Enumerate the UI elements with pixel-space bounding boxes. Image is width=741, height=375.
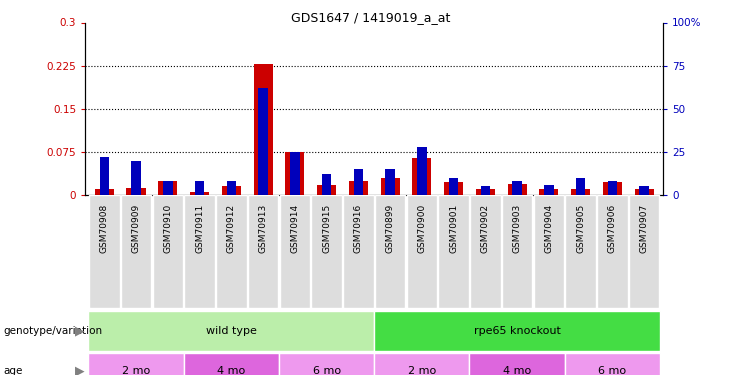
FancyBboxPatch shape <box>565 352 660 375</box>
Text: GSM70909: GSM70909 <box>131 204 141 253</box>
FancyBboxPatch shape <box>597 195 628 308</box>
Text: 4 mo: 4 mo <box>217 366 245 375</box>
Bar <box>253 64 273 195</box>
Bar <box>508 183 527 195</box>
Bar <box>290 152 299 195</box>
Text: GSM70914: GSM70914 <box>290 204 299 253</box>
Text: GSM70911: GSM70911 <box>195 204 204 253</box>
FancyBboxPatch shape <box>374 352 470 375</box>
Bar <box>444 182 463 195</box>
FancyBboxPatch shape <box>311 195 342 308</box>
Text: GSM70910: GSM70910 <box>163 204 173 253</box>
Bar <box>544 184 554 195</box>
Bar <box>322 174 331 195</box>
FancyBboxPatch shape <box>89 195 119 308</box>
Text: 4 mo: 4 mo <box>503 366 531 375</box>
FancyBboxPatch shape <box>502 195 532 308</box>
FancyBboxPatch shape <box>407 195 437 308</box>
Text: age: age <box>4 366 23 375</box>
Bar <box>99 157 109 195</box>
Bar <box>190 192 209 195</box>
Text: 2 mo: 2 mo <box>122 366 150 375</box>
FancyBboxPatch shape <box>629 195 659 308</box>
Text: GSM70899: GSM70899 <box>385 204 395 253</box>
Text: GSM70908: GSM70908 <box>100 204 109 253</box>
FancyBboxPatch shape <box>88 352 184 375</box>
Bar <box>163 181 173 195</box>
FancyBboxPatch shape <box>470 195 501 308</box>
Bar <box>127 188 145 195</box>
Bar <box>539 189 559 195</box>
FancyBboxPatch shape <box>374 311 660 351</box>
Bar <box>481 186 490 195</box>
Text: GSM70904: GSM70904 <box>545 204 554 253</box>
FancyBboxPatch shape <box>470 352 565 375</box>
Text: GSM70900: GSM70900 <box>417 204 426 253</box>
Text: GSM70901: GSM70901 <box>449 204 458 253</box>
Text: GSM70912: GSM70912 <box>227 204 236 253</box>
Text: rpe65 knockout: rpe65 knockout <box>473 326 560 336</box>
Bar <box>608 181 617 195</box>
Bar <box>131 160 141 195</box>
FancyBboxPatch shape <box>534 195 564 308</box>
Text: GSM70913: GSM70913 <box>259 204 268 253</box>
Text: 6 mo: 6 mo <box>313 366 341 375</box>
Text: GSM70916: GSM70916 <box>353 204 363 253</box>
Bar <box>227 181 236 195</box>
Text: ▶: ▶ <box>76 365 84 375</box>
FancyBboxPatch shape <box>88 311 374 351</box>
Bar <box>353 169 363 195</box>
FancyBboxPatch shape <box>343 195 373 308</box>
Bar <box>95 189 114 195</box>
Bar <box>317 184 336 195</box>
Bar <box>417 147 427 195</box>
Text: GSM70906: GSM70906 <box>608 204 617 253</box>
Bar <box>195 181 205 195</box>
Bar <box>576 178 585 195</box>
Bar <box>285 152 305 195</box>
Bar <box>634 189 654 195</box>
FancyBboxPatch shape <box>279 195 310 308</box>
Bar <box>412 158 431 195</box>
FancyBboxPatch shape <box>153 195 183 308</box>
Bar <box>476 189 495 195</box>
Text: GSM70903: GSM70903 <box>513 204 522 253</box>
FancyBboxPatch shape <box>375 195 405 308</box>
Text: GSM70915: GSM70915 <box>322 204 331 253</box>
Text: GSM70902: GSM70902 <box>481 204 490 253</box>
FancyBboxPatch shape <box>247 195 279 308</box>
Text: wild type: wild type <box>206 326 256 336</box>
Bar <box>603 182 622 195</box>
Text: GSM70905: GSM70905 <box>576 204 585 253</box>
Text: GDS1647 / 1419019_a_at: GDS1647 / 1419019_a_at <box>290 11 451 24</box>
FancyBboxPatch shape <box>565 195 596 308</box>
Bar <box>259 88 268 195</box>
Bar <box>222 186 241 195</box>
Text: genotype/variation: genotype/variation <box>4 326 103 336</box>
Bar <box>381 178 399 195</box>
Bar <box>639 186 649 195</box>
FancyBboxPatch shape <box>184 352 279 375</box>
FancyBboxPatch shape <box>216 195 247 308</box>
FancyBboxPatch shape <box>439 195 469 308</box>
Text: 2 mo: 2 mo <box>408 366 436 375</box>
Text: 6 mo: 6 mo <box>598 366 626 375</box>
FancyBboxPatch shape <box>279 352 374 375</box>
Bar <box>385 169 395 195</box>
Bar <box>449 178 459 195</box>
FancyBboxPatch shape <box>185 195 215 308</box>
Bar <box>512 181 522 195</box>
Bar <box>349 181 368 195</box>
FancyBboxPatch shape <box>121 195 151 308</box>
Bar <box>159 181 177 195</box>
Bar <box>571 189 590 195</box>
Text: ▶: ▶ <box>76 325 84 338</box>
Text: GSM70907: GSM70907 <box>639 204 648 253</box>
